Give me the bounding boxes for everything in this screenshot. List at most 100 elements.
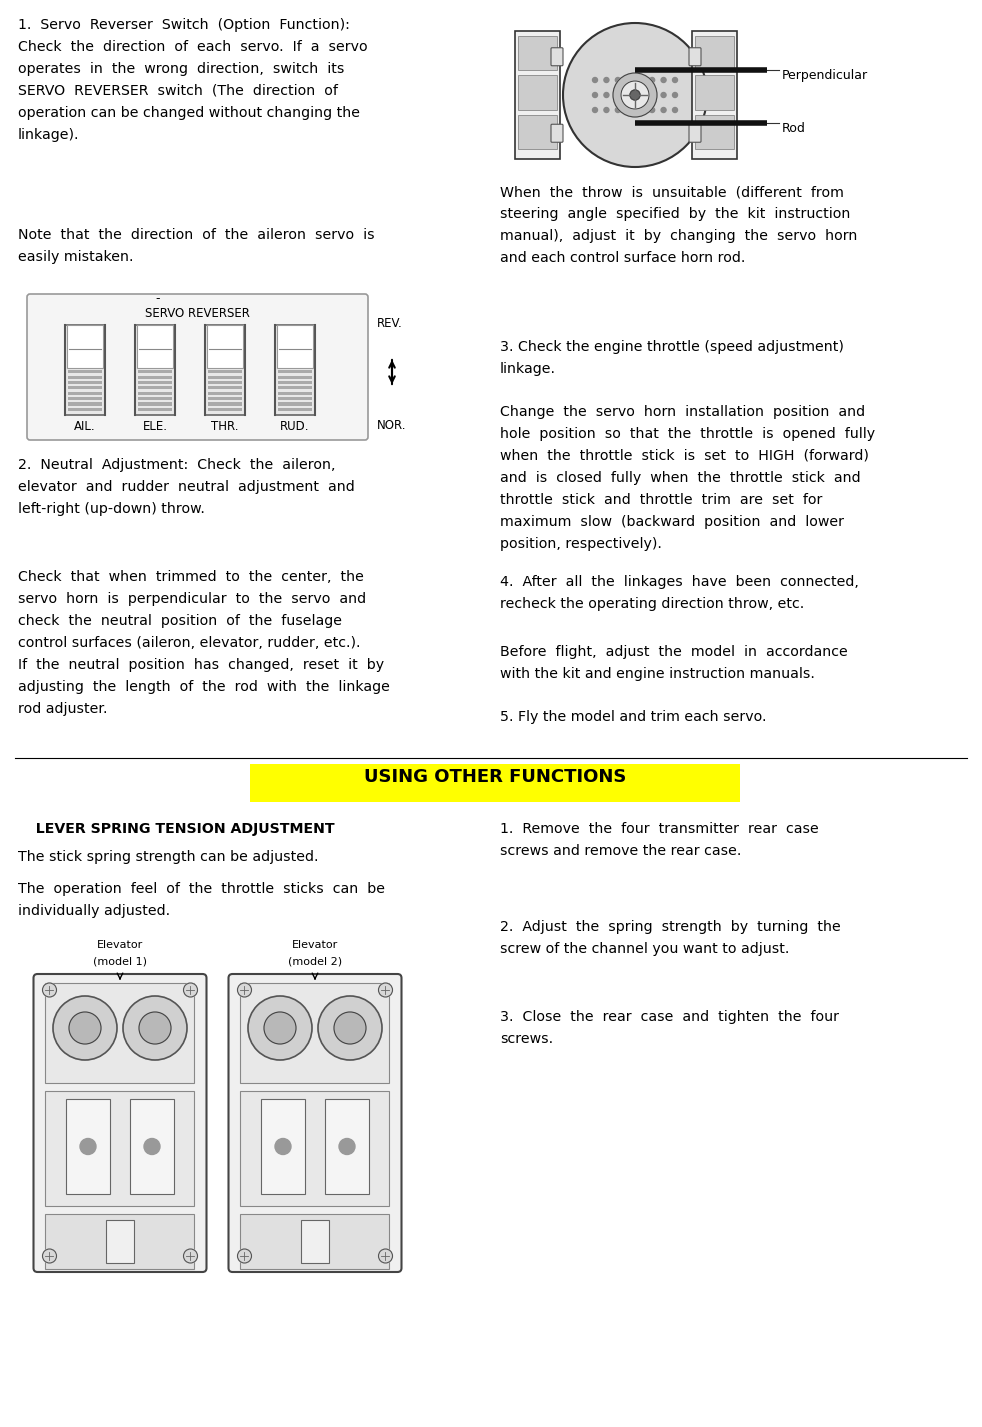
Bar [278, 402, 312, 405]
Circle shape [139, 1012, 171, 1045]
FancyBboxPatch shape [27, 294, 368, 440]
Text: -: - [155, 293, 159, 305]
FancyBboxPatch shape [229, 975, 402, 1271]
Bar [301, 1220, 329, 1263]
Bar [67, 325, 103, 368]
Bar [45, 983, 194, 1083]
Bar [518, 114, 557, 148]
Circle shape [673, 93, 678, 97]
Circle shape [630, 90, 640, 100]
Bar [518, 36, 557, 70]
Bar [68, 381, 102, 384]
Circle shape [184, 983, 197, 997]
Text: 1.  Remove  the  four  transmitter  rear  case
screws and remove the rear case.: 1. Remove the four transmitter rear case… [500, 822, 819, 858]
Bar [278, 381, 312, 384]
Bar [207, 325, 243, 368]
Text: 2.  Adjust  the  spring  strength  by  turning  the
screw of the channel you wan: 2. Adjust the spring strength by turning… [500, 920, 841, 956]
Bar [65, 325, 105, 415]
Circle shape [144, 1139, 160, 1154]
Bar [68, 397, 102, 400]
Text: NOR.: NOR. [377, 420, 407, 432]
Circle shape [604, 77, 609, 83]
Bar [68, 402, 102, 405]
Circle shape [592, 93, 597, 97]
Text: SERVO REVERSER: SERVO REVERSER [144, 307, 249, 320]
Bar [278, 397, 312, 400]
Bar [275, 325, 315, 415]
Circle shape [613, 73, 657, 117]
Bar [518, 76, 557, 110]
Circle shape [123, 996, 187, 1060]
FancyBboxPatch shape [689, 47, 701, 66]
Circle shape [627, 93, 631, 97]
Circle shape [238, 983, 251, 997]
Circle shape [650, 93, 655, 97]
Text: Before  flight,  adjust  the  model  in  accordance
with the kit and engine inst: Before flight, adjust the model in accor… [500, 645, 847, 681]
Bar [278, 408, 312, 411]
Bar [241, 1214, 390, 1269]
Circle shape [378, 1249, 393, 1263]
Circle shape [638, 77, 643, 83]
Bar [208, 381, 242, 384]
Bar [138, 381, 172, 384]
Circle shape [264, 1012, 296, 1045]
Bar [66, 1099, 110, 1194]
Bar [208, 402, 242, 405]
Bar [138, 375, 172, 378]
Text: USING OTHER FUNCTIONS: USING OTHER FUNCTIONS [363, 768, 627, 786]
Circle shape [661, 107, 666, 113]
Circle shape [318, 996, 382, 1060]
Circle shape [592, 107, 597, 113]
Bar [241, 983, 390, 1083]
Text: Elevator: Elevator [97, 940, 143, 950]
Text: RUD.: RUD. [280, 420, 309, 432]
Bar [695, 36, 734, 70]
Text: THR.: THR. [211, 420, 239, 432]
Circle shape [621, 81, 649, 108]
Circle shape [638, 107, 643, 113]
Text: 5. Fly the model and trim each servo.: 5. Fly the model and trim each servo. [500, 711, 767, 723]
Bar [138, 402, 172, 405]
Bar [277, 325, 313, 368]
Bar [68, 370, 102, 374]
Text: Perpendicular: Perpendicular [782, 68, 868, 81]
Text: LEVER SPRING TENSION ADJUSTMENT: LEVER SPRING TENSION ADJUSTMENT [26, 822, 335, 836]
Circle shape [184, 1249, 197, 1263]
Circle shape [563, 23, 707, 167]
Bar [208, 408, 242, 411]
Text: Rod: Rod [782, 121, 806, 134]
Circle shape [53, 996, 117, 1060]
FancyBboxPatch shape [551, 124, 563, 143]
Text: 3. Check the engine throttle (speed adjustment)
linkage.: 3. Check the engine throttle (speed adju… [500, 340, 844, 375]
Text: (model 1): (model 1) [93, 958, 147, 968]
Circle shape [592, 77, 597, 83]
Bar [208, 391, 242, 395]
Text: When  the  throw  is  unsuitable  (different  from
steering  angle  specified  b: When the throw is unsuitable (different … [500, 186, 857, 265]
Circle shape [42, 1249, 57, 1263]
Bar [261, 1099, 305, 1194]
FancyBboxPatch shape [551, 47, 563, 66]
Bar [45, 1092, 194, 1206]
Text: 2.  Neutral  Adjustment:  Check  the  aileron,
elevator  and  rudder  neutral  a: 2. Neutral Adjustment: Check the aileron… [18, 458, 355, 515]
Text: ELE.: ELE. [142, 420, 168, 432]
Circle shape [248, 996, 312, 1060]
Bar [68, 408, 102, 411]
Text: 4.  After  all  the  linkages  have  been  connected,
recheck the operating dire: 4. After all the linkages have been conn… [500, 575, 859, 611]
Text: Elevator: Elevator [292, 940, 338, 950]
Circle shape [69, 1012, 101, 1045]
Circle shape [339, 1139, 355, 1154]
Bar [130, 1099, 174, 1194]
Bar [515, 31, 560, 158]
Bar [695, 76, 734, 110]
Circle shape [627, 77, 631, 83]
Text: AIL.: AIL. [75, 420, 96, 432]
Bar [138, 370, 172, 374]
Circle shape [334, 1012, 366, 1045]
Bar [45, 1214, 194, 1269]
Text: The stick spring strength can be adjusted.: The stick spring strength can be adjuste… [18, 850, 318, 863]
Bar [325, 1099, 369, 1194]
Bar [695, 114, 734, 148]
Bar [137, 325, 173, 368]
Bar [278, 387, 312, 390]
Text: The  operation  feel  of  the  throttle  sticks  can  be
individually adjusted.: The operation feel of the throttle stick… [18, 882, 385, 918]
